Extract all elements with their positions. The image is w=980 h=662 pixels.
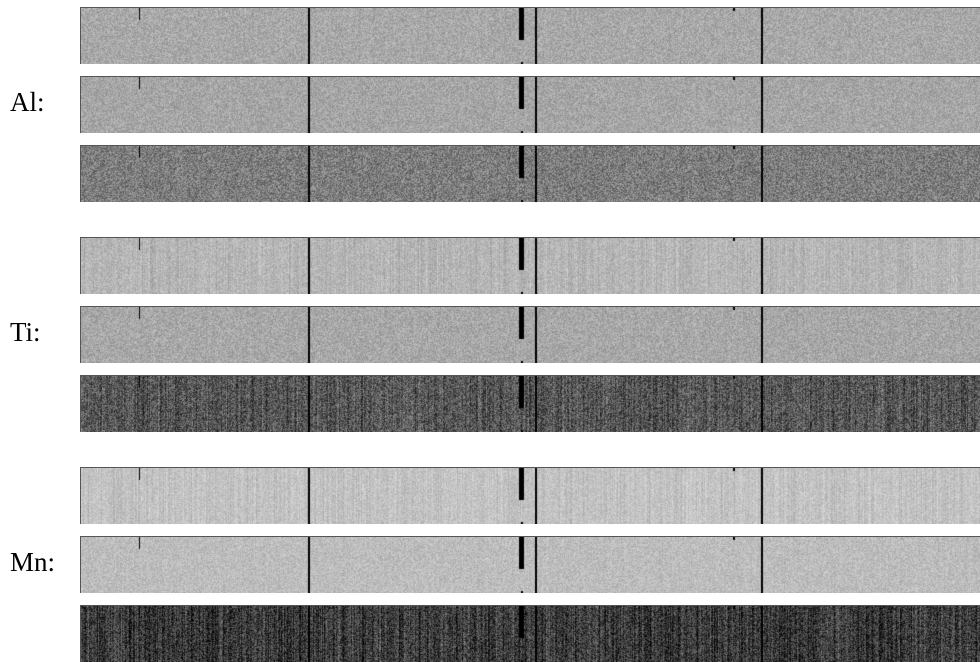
group-label-ti: Ti: (10, 317, 41, 347)
al-strip-1 (80, 7, 980, 64)
group-label-mn: Mn: (10, 547, 56, 577)
mn-strip-3 (80, 605, 980, 662)
ti-strip-3 (80, 375, 980, 432)
ti-strip-2 (80, 306, 980, 363)
al-strip-3 (80, 145, 980, 202)
mn-strip-1 (80, 467, 980, 524)
ti-strip-1 (80, 237, 980, 294)
mn-strip-2 (80, 536, 980, 593)
group-label-al: Al: (10, 87, 45, 117)
al-strip-2 (80, 76, 980, 133)
